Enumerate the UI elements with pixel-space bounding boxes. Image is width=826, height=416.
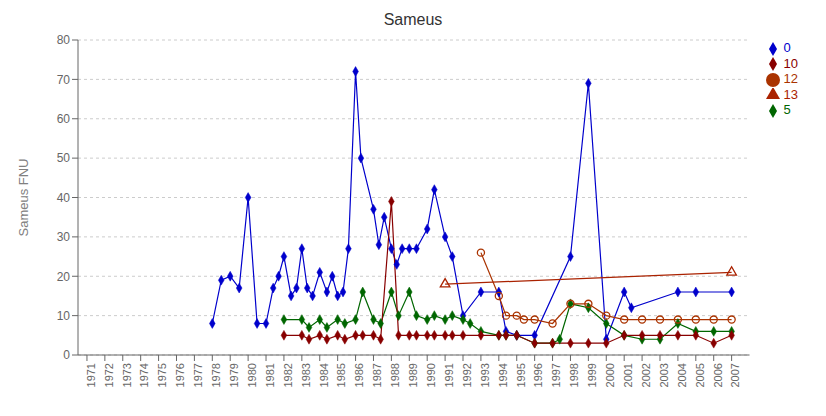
svg-text:1999: 1999	[586, 363, 598, 387]
svg-text:1982: 1982	[282, 363, 294, 387]
svg-text:1996: 1996	[532, 363, 544, 387]
svg-text:1987: 1987	[371, 363, 383, 387]
svg-text:1991: 1991	[443, 363, 455, 387]
svg-text:1994: 1994	[497, 363, 509, 387]
svg-text:1975: 1975	[156, 363, 168, 387]
svg-text:1989: 1989	[407, 363, 419, 387]
svg-text:1973: 1973	[121, 363, 133, 387]
svg-text:1980: 1980	[246, 363, 258, 387]
html-text:12: 12	[783, 71, 798, 87]
svg-text:40: 40	[57, 191, 71, 205]
html-text:5: 5	[783, 102, 791, 118]
svg-text:2002: 2002	[640, 363, 652, 387]
svg-text:1986: 1986	[353, 363, 365, 387]
svg-text:1974: 1974	[138, 363, 150, 387]
html-text:10: 10	[783, 55, 798, 71]
svg-text:1997: 1997	[550, 363, 562, 387]
html-text:0: 0	[783, 40, 791, 55]
html-text:Sameus: Sameus	[383, 11, 443, 28]
svg-text:1972: 1972	[103, 363, 115, 387]
svg-text:1984: 1984	[318, 363, 330, 387]
svg-text:20: 20	[57, 270, 71, 284]
svg-text:2006: 2006	[712, 363, 724, 387]
svg-text:2004: 2004	[676, 363, 688, 387]
svg-text:1971: 1971	[85, 363, 97, 387]
svg-text:10: 10	[57, 309, 71, 323]
svg-text:2000: 2000	[604, 363, 616, 387]
svg-text:30: 30	[57, 230, 71, 244]
svg-text:1978: 1978	[210, 363, 222, 387]
svg-text:0: 0	[63, 348, 70, 362]
svg-text:2001: 2001	[622, 363, 634, 387]
svg-text:1979: 1979	[228, 363, 240, 387]
svg-text:Sameus FNU: Sameus FNU	[16, 158, 31, 236]
svg-text:1992: 1992	[461, 363, 473, 387]
svg-text:2007: 2007	[729, 363, 741, 387]
svg-text:1983: 1983	[300, 363, 312, 387]
svg-text:1990: 1990	[425, 363, 437, 387]
svg-text:60: 60	[57, 112, 71, 126]
svg-text:2003: 2003	[658, 363, 670, 387]
svg-text:1976: 1976	[174, 363, 186, 387]
svg-text:1998: 1998	[568, 363, 580, 387]
svg-text:70: 70	[57, 73, 71, 87]
svg-text:1977: 1977	[192, 363, 204, 387]
svg-text:1985: 1985	[335, 363, 347, 387]
svg-text:50: 50	[57, 151, 71, 165]
svg-text:1993: 1993	[479, 363, 491, 387]
svg-text:1981: 1981	[264, 363, 276, 387]
html-text:13: 13	[783, 86, 798, 102]
svg-text:80: 80	[57, 33, 71, 47]
svg-text:1995: 1995	[515, 363, 527, 387]
svg-text:1988: 1988	[389, 363, 401, 387]
svg-text:2005: 2005	[694, 363, 706, 387]
